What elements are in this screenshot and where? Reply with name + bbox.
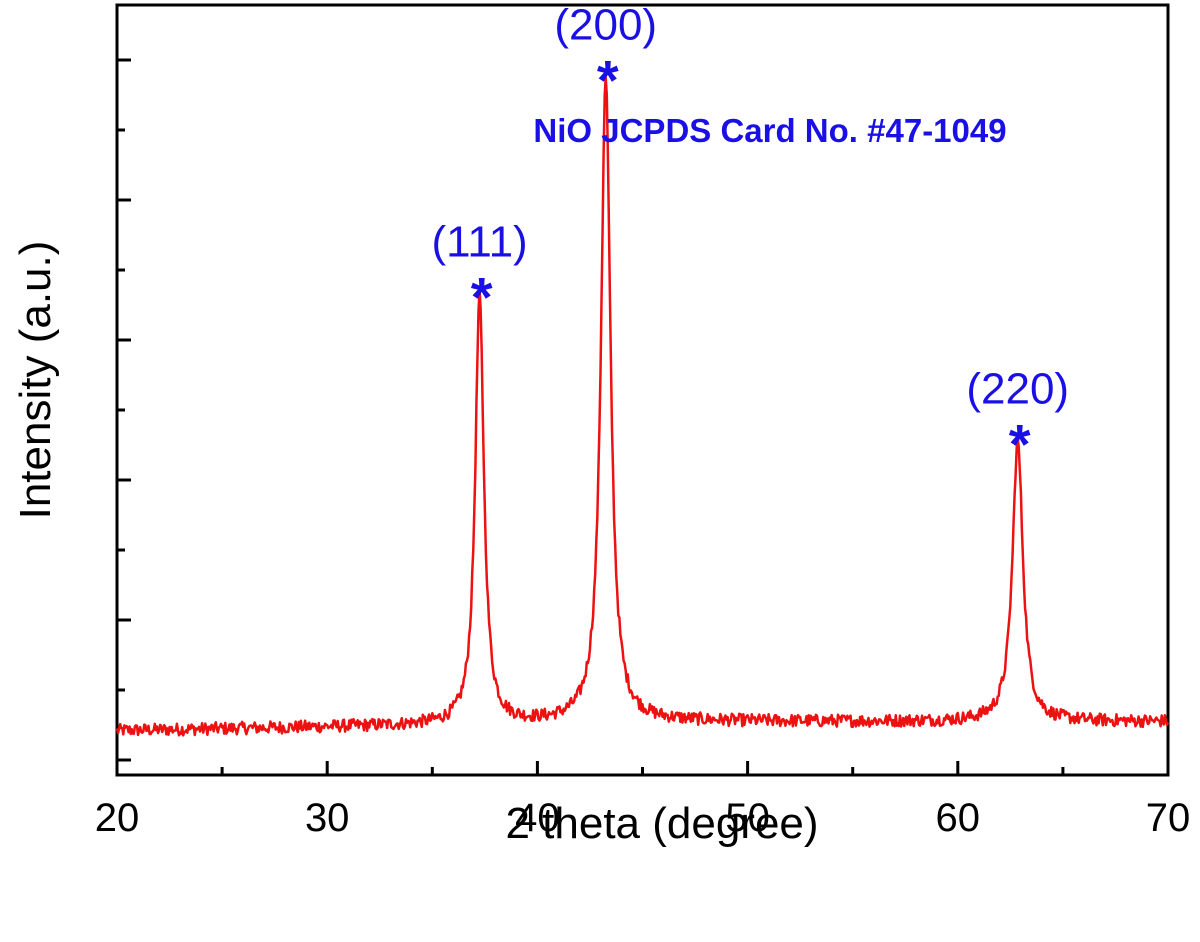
y-axis-title: Intensity (a.u.) bbox=[11, 241, 60, 520]
x-tick-label: 60 bbox=[936, 796, 981, 840]
x-tick-label: 20 bbox=[95, 796, 140, 840]
xrd-pattern-line bbox=[115, 76, 1170, 737]
peak-label: (111) bbox=[432, 218, 528, 267]
peak-labels: *(111)*(200)*(220) bbox=[432, 1, 1070, 476]
jcpds-annotation: NiO JCPDS Card No. #47-1049 bbox=[533, 112, 1006, 149]
x-tick-label: 50 bbox=[725, 796, 770, 840]
peak-label: (200) bbox=[554, 1, 657, 50]
x-tick-label: 70 bbox=[1146, 796, 1191, 840]
x-tick-label: 30 bbox=[305, 796, 350, 840]
x-axis-title: 2 theta (degree) bbox=[505, 799, 818, 848]
peak-label: (220) bbox=[966, 365, 1069, 414]
peak-star-marker: * bbox=[597, 49, 619, 112]
x-axis-ticks: 20 30 40 50 60 70 bbox=[95, 761, 1191, 840]
peak-star-marker: * bbox=[1009, 413, 1031, 476]
x-tick-label: 40 bbox=[515, 796, 560, 840]
peak-star-marker: * bbox=[471, 266, 493, 329]
y-axis-ticks bbox=[117, 58, 131, 762]
